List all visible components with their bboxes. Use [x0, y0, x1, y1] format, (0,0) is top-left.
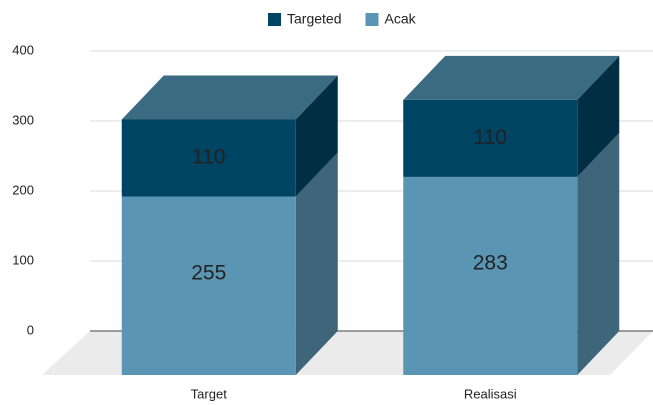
- bar: [403, 176, 578, 375]
- legend-swatch: [268, 13, 281, 26]
- legend-label: Targeted: [287, 11, 341, 27]
- data-label: 255: [191, 261, 226, 284]
- legend-label: Acak: [384, 11, 416, 27]
- bar: [121, 196, 296, 375]
- bar-side: [577, 55, 620, 177]
- bar: [121, 119, 296, 197]
- x-tick-label: Target: [191, 386, 228, 401]
- y-tick-label: 200: [12, 182, 34, 197]
- data-label: 283: [473, 251, 508, 274]
- y-tick-label: 100: [12, 252, 34, 267]
- bar-top: [403, 55, 620, 100]
- y-tick-label: 400: [12, 42, 34, 57]
- bar-side: [577, 132, 620, 375]
- bar-top: [121, 75, 338, 120]
- data-label: 110: [192, 146, 225, 169]
- x-tick-label: Realisasi: [464, 386, 517, 401]
- legend-swatch: [365, 13, 379, 26]
- y-tick-label: 0: [27, 322, 34, 337]
- bar: [403, 99, 578, 177]
- data-label: 110: [474, 126, 507, 149]
- y-tick-label: 300: [12, 112, 34, 127]
- bar-side: [295, 75, 338, 197]
- bar-side: [295, 152, 338, 375]
